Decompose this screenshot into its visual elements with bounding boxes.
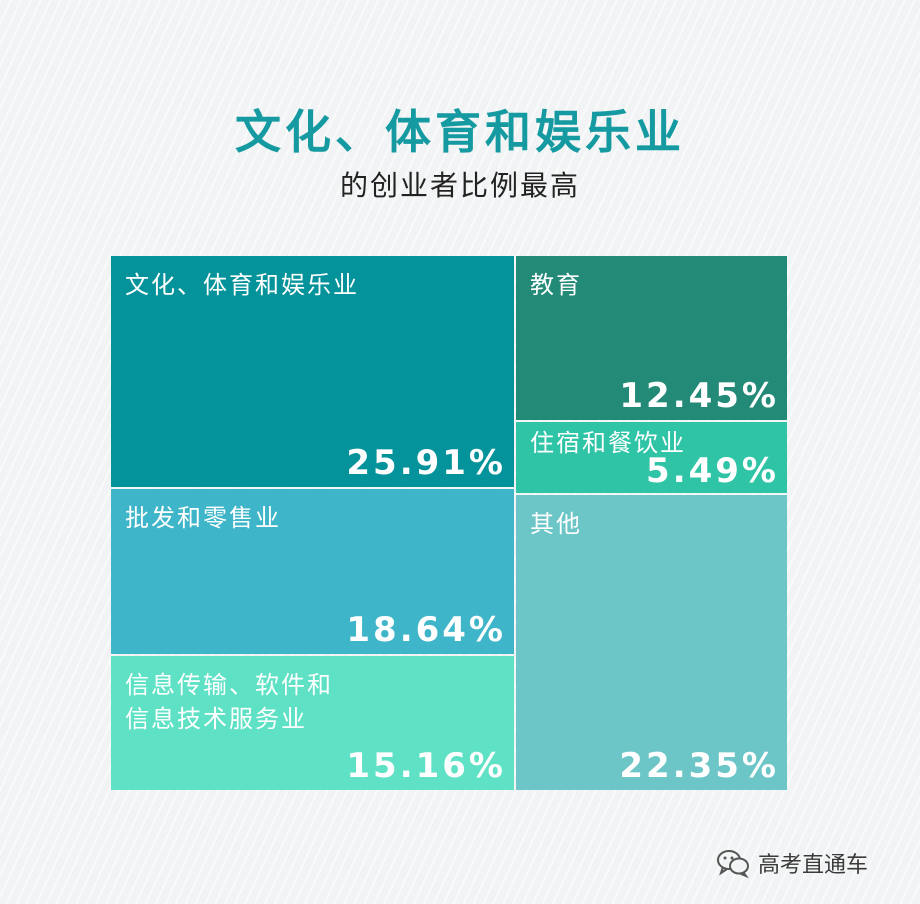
treemap-label-line: 文化、体育和娱乐业 [125, 271, 359, 299]
wechat-icon [717, 850, 749, 878]
treemap-cell-label: 教育 [530, 268, 582, 302]
chart-title: 文化、体育和娱乐业 [235, 105, 685, 159]
treemap-label-line: 批发和零售业 [125, 503, 281, 532]
treemap-cell-label: 批发和零售业 [125, 501, 281, 535]
treemap-cell: 住宿和餐饮业 5.49% [516, 421, 787, 493]
treemap-cell-label: 信息传输、软件和 信息技术服务业 [125, 668, 333, 736]
treemap-label-line: 信息传输、软件和 [125, 670, 333, 699]
treemap-cell-value: 5.49% [646, 450, 779, 491]
treemap-cell: 文化、体育和娱乐业 25.91% [111, 256, 514, 487]
treemap-cell: 信息传输、软件和 信息技术服务业 15.16% [111, 655, 514, 790]
treemap-cell: 其他 22.35% [516, 494, 787, 790]
treemap-label-line: 住宿和餐饮业 [530, 428, 686, 457]
watermark-text: 高考直通车 [758, 853, 869, 878]
treemap-label-line: 教育 [530, 271, 582, 299]
treemap-cell-value: 18.64% [346, 609, 506, 650]
chart-subtitle: 的创业者比例最高 [339, 169, 580, 202]
treemap-label-line: 信息技术服务业 [125, 704, 307, 733]
treemap-cell-label: 住宿和餐饮业 [530, 426, 686, 460]
watermark: 高考直通车 [716, 846, 868, 880]
treemap-cell-value: 25.91% [346, 442, 506, 483]
treemap-cell-label: 文化、体育和娱乐业 [125, 268, 359, 302]
treemap-cell-value: 22.35% [619, 745, 779, 786]
treemap-cell-value: 15.16% [346, 745, 506, 786]
treemap-label-line: 其他 [530, 509, 582, 538]
treemap-cell-value: 12.45% [619, 375, 779, 416]
treemap-cell-label: 其他 [530, 507, 582, 541]
treemap-cell: 教育 12.45% [516, 256, 787, 420]
treemap-cell: 批发和零售业 18.64% [111, 488, 514, 654]
